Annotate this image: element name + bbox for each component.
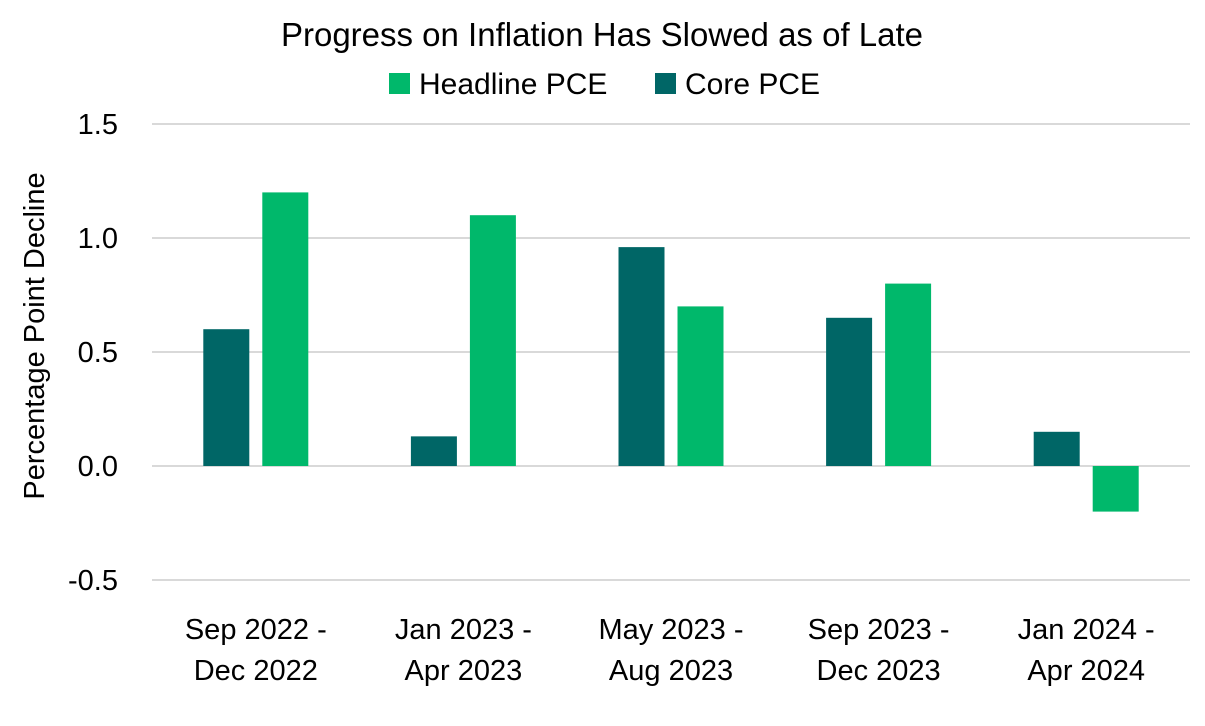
x-category-label: Aug 2023 [609, 655, 733, 687]
y-tick-label: 0.5 [78, 337, 118, 369]
x-axis-labels: Sep 2022 - Dec 2022 Jan 2023 - Apr 2023 May … [185, 614, 1155, 687]
legend: Headline PCE Core PCE [389, 68, 820, 101]
bar-core-pce [1033, 431, 1080, 466]
x-category-label: Apr 2023 [405, 655, 523, 687]
bar-core-pce [410, 436, 457, 466]
y-tick-label: 0.0 [78, 451, 118, 483]
y-axis-title: Percentage Point Decline [19, 172, 51, 499]
x-category-label: May 2023 - [598, 614, 743, 646]
bar-headline-pce [262, 192, 309, 466]
legend-label: Headline PCE [419, 68, 607, 101]
bar-core-pce [618, 247, 665, 466]
x-category-label: Jan 2023 - [395, 614, 532, 646]
legend-swatch [389, 73, 410, 94]
x-category-label: Sep 2022 - [185, 614, 327, 646]
x-category-label: Sep 2023 - [808, 614, 950, 646]
bar-core-pce [203, 329, 250, 466]
bar-headline-pce [677, 306, 724, 466]
legend-label: Core PCE [685, 68, 820, 101]
y-tick-label: 1.0 [78, 223, 118, 255]
bar-core-pce [826, 317, 873, 466]
x-category-label: Dec 2022 [194, 655, 318, 687]
y-tick-label: 1.5 [78, 109, 118, 141]
bar-headline-pce [885, 283, 932, 466]
bar-headline-pce [1092, 466, 1139, 512]
bars [203, 192, 1139, 512]
bar-headline-pce [469, 215, 516, 466]
x-category-label: Dec 2023 [817, 655, 941, 687]
y-tick-label: -0.5 [68, 565, 118, 597]
legend-swatch [655, 73, 676, 94]
chart-title: Progress on Inflation Has Slowed as of L… [281, 16, 923, 53]
x-category-label: Jan 2024 - [1018, 614, 1155, 646]
x-category-label: Apr 2024 [1027, 655, 1145, 687]
gridlines [152, 123, 1190, 581]
y-axis-ticks: 1.5 1.0 0.5 0.0 -0.5 [68, 109, 118, 597]
